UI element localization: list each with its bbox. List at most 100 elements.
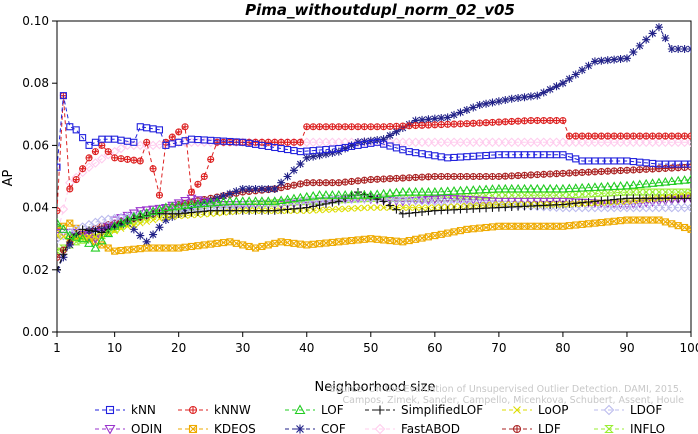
data-point xyxy=(584,61,593,70)
data-point xyxy=(442,186,453,195)
data-point xyxy=(250,196,261,205)
data-point xyxy=(155,126,164,134)
data-point xyxy=(92,232,99,240)
data-point xyxy=(91,138,99,146)
data-point xyxy=(187,188,196,196)
data-point xyxy=(380,175,388,183)
data-point xyxy=(449,186,459,195)
data-point xyxy=(674,222,682,230)
data-point xyxy=(668,220,676,228)
data-point xyxy=(283,138,292,146)
data-point xyxy=(513,183,524,193)
watermark-line-1: Source: On the Evaluation of Unsupervise… xyxy=(330,384,682,395)
data-point xyxy=(634,202,645,213)
data-point xyxy=(591,132,599,140)
data-point xyxy=(629,166,637,174)
data-point xyxy=(341,144,350,153)
data-point xyxy=(628,180,639,189)
data-point xyxy=(558,200,567,209)
data-point xyxy=(590,197,599,206)
data-point xyxy=(546,116,554,125)
data-point xyxy=(487,137,498,148)
data-point xyxy=(399,204,407,211)
data-point xyxy=(444,172,452,181)
data-point xyxy=(141,208,152,217)
data-point xyxy=(654,188,664,196)
data-point xyxy=(673,202,683,213)
data-point xyxy=(565,169,573,177)
data-point xyxy=(141,206,152,216)
x-tick-label: 60 xyxy=(427,341,442,355)
data-point xyxy=(269,196,280,205)
data-point xyxy=(155,223,164,232)
data-point xyxy=(148,206,159,215)
data-point xyxy=(379,197,388,206)
data-point xyxy=(687,44,691,53)
data-point xyxy=(200,172,208,181)
data-point xyxy=(514,172,522,180)
data-point xyxy=(482,172,490,181)
data-point xyxy=(437,121,445,129)
data-point xyxy=(64,230,75,240)
data-point xyxy=(309,202,318,211)
data-point xyxy=(552,82,561,91)
legend-label: FastABOD xyxy=(401,422,460,434)
data-point xyxy=(294,404,306,415)
data-point xyxy=(540,170,548,178)
data-point xyxy=(634,179,645,189)
data-point xyxy=(641,137,651,148)
data-point xyxy=(129,225,138,234)
data-point xyxy=(257,184,266,193)
data-point xyxy=(590,137,600,148)
series-kdeos xyxy=(57,216,691,255)
data-point xyxy=(373,123,381,131)
data-point xyxy=(546,85,555,94)
legend-item-fastabod: FastABOD xyxy=(365,422,460,434)
data-point xyxy=(168,133,176,141)
data-point xyxy=(449,195,459,204)
data-point xyxy=(463,120,471,128)
data-point xyxy=(501,222,509,230)
data-point xyxy=(687,160,691,168)
data-point xyxy=(65,240,74,249)
data-point xyxy=(647,202,658,213)
x-tick-label: 100 xyxy=(680,341,698,355)
data-point xyxy=(136,231,145,240)
data-point xyxy=(143,138,151,146)
data-point xyxy=(649,132,657,140)
data-point xyxy=(629,132,637,140)
data-point xyxy=(277,178,286,187)
data-point xyxy=(552,170,561,178)
data-point xyxy=(615,202,626,213)
x-tick-label: 30 xyxy=(235,341,250,355)
x-tick-label: 20 xyxy=(171,341,186,355)
data-point xyxy=(476,119,484,127)
data-point xyxy=(333,190,344,199)
data-point xyxy=(135,140,146,151)
data-point xyxy=(604,132,612,140)
y-axis-label: AP xyxy=(1,169,16,186)
data-point xyxy=(219,191,228,200)
data-point xyxy=(66,185,74,193)
data-point xyxy=(142,237,151,246)
data-point xyxy=(507,94,516,103)
data-point xyxy=(410,195,421,206)
data-point xyxy=(660,202,671,213)
data-point xyxy=(570,137,581,148)
data-point xyxy=(520,93,529,102)
data-point xyxy=(628,202,639,213)
data-point xyxy=(251,244,260,252)
data-point xyxy=(589,182,600,191)
data-point xyxy=(418,173,426,181)
data-point xyxy=(130,156,138,164)
data-point xyxy=(615,181,626,190)
data-point xyxy=(341,178,349,186)
data-point xyxy=(296,138,304,146)
data-point xyxy=(308,137,318,148)
legend-label: kNN xyxy=(131,403,156,417)
data-point xyxy=(622,137,632,148)
data-point xyxy=(681,132,689,140)
data-point xyxy=(116,143,126,154)
data-point xyxy=(328,123,336,131)
data-point xyxy=(533,116,541,125)
